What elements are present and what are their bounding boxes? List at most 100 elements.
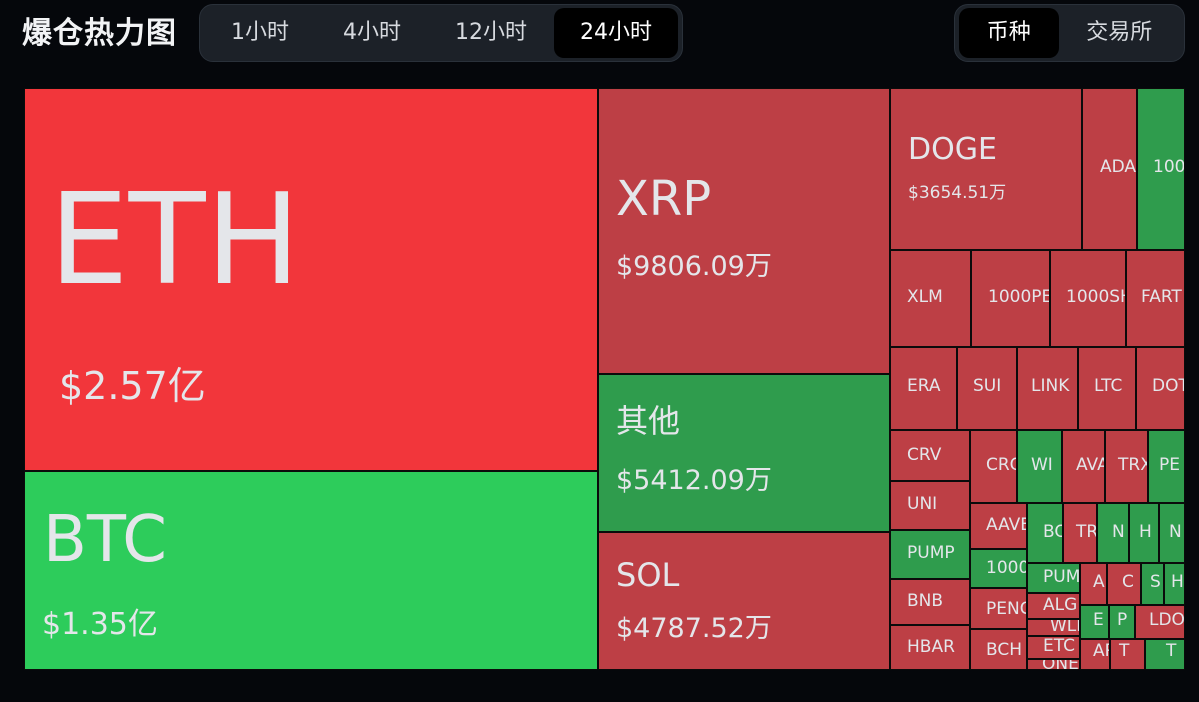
heatmap-tile-sol[interactable]: SOL $4787.52万: [598, 532, 890, 670]
tile-symbol: LINK: [1031, 376, 1070, 396]
heatmap-tile-link[interactable]: LINK: [1017, 347, 1078, 430]
heatmap-tile-ldo[interactable]: LDO: [1135, 605, 1185, 639]
tile-liquidation-value: $1.35亿: [42, 607, 158, 642]
heatmap-tile-aave[interactable]: AAVE: [970, 503, 1027, 549]
tile-symbol: N: [1169, 522, 1182, 542]
tile-symbol: DOT: [1152, 376, 1184, 396]
heatmap-tile-bnb[interactable]: BNB: [890, 579, 970, 625]
heatmap-tile-bo[interactable]: BO: [1027, 503, 1063, 563]
heatmap-tile-1000[interactable]: 1000: [970, 549, 1027, 588]
heatmap-tile-hbar[interactable]: HBAR: [890, 625, 970, 670]
heatmap-tile-alg[interactable]: ALG: [1027, 593, 1080, 619]
heatmap-tile-tr[interactable]: TR: [1063, 503, 1097, 563]
heatmap-tile-pe[interactable]: PE: [1148, 430, 1185, 503]
heatmap-tile-p[interactable]: P: [1109, 605, 1135, 639]
heatmap-tile-h[interactable]: H: [1164, 563, 1185, 605]
tab-exchange[interactable]: 交易所: [1086, 20, 1153, 45]
heatmap-tile-c[interactable]: C: [1107, 563, 1141, 605]
heatmap-tile-h[interactable]: H: [1129, 503, 1159, 563]
heatmap-tile-fart[interactable]: FART: [1126, 250, 1185, 347]
tile-symbol: BTC: [43, 503, 167, 577]
tile-symbol: H: [1171, 572, 1184, 592]
tile-symbol: ONE: [1042, 659, 1079, 670]
tab-4h[interactable]: 4小时: [343, 20, 401, 45]
heatmap-tile-1000sh[interactable]: 1000SH: [1050, 250, 1126, 347]
heatmap-tile-etc[interactable]: ETC: [1027, 636, 1080, 659]
tile-symbol: HBAR: [907, 637, 955, 657]
tile-symbol: PUM: [1043, 567, 1080, 587]
heatmap-tile-n[interactable]: N: [1159, 503, 1185, 563]
heatmap-tile-dot[interactable]: DOT: [1136, 347, 1185, 430]
tile-symbol: CRO: [986, 455, 1016, 475]
heatmap-tile-xrp[interactable]: XRP $9806.09万: [598, 88, 890, 374]
heatmap-tile-btc[interactable]: BTC $1.35亿: [24, 471, 598, 670]
heatmap-tile-cro[interactable]: CRO: [970, 430, 1017, 503]
tile-symbol: N: [1112, 522, 1125, 542]
tile-symbol: SUI: [973, 376, 1002, 396]
tab-24h[interactable]: 24小时: [554, 8, 678, 58]
heatmap-tile-trx[interactable]: TRX: [1105, 430, 1148, 503]
tab-1h[interactable]: 1小时: [231, 20, 289, 45]
page-title: 爆仓热力图: [22, 16, 177, 51]
heatmap-tile-其他[interactable]: 其他 $5412.09万: [598, 374, 890, 532]
tile-symbol: CRV: [907, 445, 942, 465]
heatmap-tile-1000pe[interactable]: 1000PE: [971, 250, 1050, 347]
heatmap-tile-eth[interactable]: ETH $2.57亿: [24, 88, 598, 471]
tile-symbol: LTC: [1094, 376, 1123, 396]
tile-symbol: FART: [1141, 287, 1182, 307]
tile-symbol: TR: [1076, 522, 1097, 542]
heatmap-tile-sui[interactable]: SUI: [957, 347, 1017, 430]
tile-symbol: WLI: [1050, 619, 1080, 636]
heatmap-tile-uni[interactable]: UNI: [890, 481, 970, 530]
heatmap-tile-wli[interactable]: WLI: [1027, 619, 1080, 636]
heatmap-tile-ada[interactable]: ADA: [1082, 88, 1137, 250]
heatmap-tile-bch[interactable]: BCH: [970, 629, 1027, 670]
tile-symbol: ALG: [1043, 595, 1078, 615]
tile-symbol: E: [1093, 610, 1104, 630]
heatmap-tile-crv[interactable]: CRV: [890, 430, 970, 481]
tile-symbol: ERA: [907, 376, 941, 396]
tile-symbol: H: [1139, 522, 1152, 542]
heatmap-tile-ava[interactable]: AVA: [1062, 430, 1105, 503]
tile-symbol: WI: [1031, 455, 1053, 475]
heatmap-tile-one[interactable]: ONE: [1027, 659, 1080, 670]
tile-liquidation-value: $4787.52万: [616, 613, 772, 644]
heatmap-tile-xlm[interactable]: XLM: [890, 250, 971, 347]
tile-symbol: XLM: [907, 287, 943, 307]
heatmap-tile-era[interactable]: ERA: [890, 347, 957, 430]
tile-symbol: P: [1117, 610, 1128, 630]
tile-symbol: PENG: [986, 599, 1026, 619]
heatmap-tile-doge[interactable]: DOGE $3654.51万: [890, 88, 1082, 250]
heatmap-tile-e[interactable]: E: [1080, 605, 1109, 639]
tile-symbol: ETC: [1043, 636, 1075, 656]
heatmap-tile-s[interactable]: S: [1141, 563, 1164, 605]
tile-symbol: AAVE: [986, 515, 1027, 535]
heatmap-tile-a[interactable]: A: [1080, 563, 1107, 605]
heatmap-tile-are[interactable]: ARE: [1080, 639, 1110, 670]
tile-symbol: 1000PE: [988, 287, 1050, 307]
heatmap-tile-n[interactable]: N: [1097, 503, 1129, 563]
heatmap-tile-ltc[interactable]: LTC: [1078, 347, 1136, 430]
tile-symbol: PUMP: [907, 543, 955, 563]
tile-symbol: XRP: [616, 171, 712, 227]
tile-symbol: T: [1166, 641, 1177, 661]
view-tabs: 币种 交易所: [954, 4, 1185, 62]
heatmap-tile-t[interactable]: T: [1145, 639, 1185, 670]
tab-coin[interactable]: 币种: [959, 8, 1059, 58]
heatmap-tile-pum[interactable]: PUM: [1027, 563, 1080, 593]
tile-symbol: ADA: [1100, 157, 1137, 177]
heatmap-tile-wi[interactable]: WI: [1017, 430, 1062, 503]
tile-symbol: TRX: [1118, 455, 1147, 475]
tile-symbol: 100: [1153, 157, 1185, 177]
heatmap-tile-t[interactable]: T: [1110, 639, 1145, 670]
tile-symbol: ARE: [1093, 641, 1109, 661]
tile-symbol: 其他: [616, 402, 681, 440]
time-range-tabs: 1小时 4小时 12小时 24小时: [199, 4, 683, 62]
tile-liquidation-value: $2.57亿: [59, 364, 206, 408]
heatmap-tile-peng[interactable]: PENG: [970, 588, 1027, 629]
tile-liquidation-value: $9806.09万: [616, 251, 772, 282]
heatmap-tile-100[interactable]: 100: [1137, 88, 1185, 250]
tab-12h[interactable]: 12小时: [455, 20, 527, 45]
heatmap-tile-pump[interactable]: PUMP: [890, 530, 970, 579]
tile-symbol: T: [1119, 641, 1130, 661]
